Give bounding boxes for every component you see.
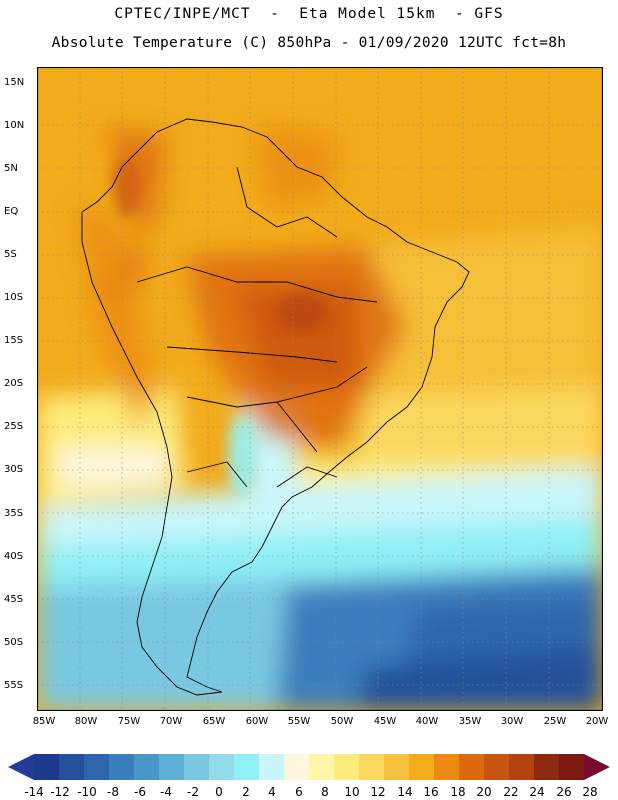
lat-label: 10N xyxy=(4,120,25,131)
colorbar-swatches xyxy=(34,754,585,780)
colorbar-label: 18 xyxy=(450,785,466,799)
colorbar-label: 24 xyxy=(529,785,545,799)
colorbar-swatch xyxy=(559,754,585,780)
field-shading xyxy=(37,127,603,711)
lon-label: 40W xyxy=(415,716,439,727)
colorbar-swatch xyxy=(484,754,510,780)
colorbar-swatch xyxy=(159,754,185,780)
lon-label: 60W xyxy=(245,716,269,727)
colorbar-label: 6 xyxy=(295,785,303,799)
lat-label: 30S xyxy=(4,464,24,475)
colorbar-label: 2 xyxy=(242,785,250,799)
colorbar-swatch xyxy=(434,754,460,780)
colorbar-label: -12 xyxy=(50,785,70,799)
lon-label: 35W xyxy=(458,716,482,727)
lon-label: 70W xyxy=(159,716,183,727)
colorbar-swatch xyxy=(284,754,310,780)
colorbar-swatch xyxy=(459,754,485,780)
colorbar-label: -10 xyxy=(77,785,97,799)
colorbar-label: -2 xyxy=(187,785,199,799)
colorbar-label: 8 xyxy=(321,785,329,799)
colorbar-graphic xyxy=(8,754,610,780)
lon-label: 50W xyxy=(330,716,354,727)
colorbar-label: 16 xyxy=(423,785,439,799)
coastlines xyxy=(81,118,470,696)
colorbar-swatch xyxy=(184,754,210,780)
lat-label: 50S xyxy=(4,637,24,648)
colorbar-swatch xyxy=(509,754,535,780)
temperature-map xyxy=(37,67,603,711)
colorbar-label: 22 xyxy=(503,785,519,799)
colorbar-swatch xyxy=(334,754,360,780)
colorbar-label: 0 xyxy=(215,785,223,799)
colorbar-label: -6 xyxy=(134,785,146,799)
colorbar-label: 10 xyxy=(344,785,360,799)
colorbar-label: 26 xyxy=(556,785,572,799)
lon-label: 25W xyxy=(543,716,567,727)
temperature-field xyxy=(37,67,603,711)
lat-label: 35S xyxy=(4,508,24,519)
colorbar-swatch xyxy=(59,754,85,780)
lon-label: 65W xyxy=(202,716,226,727)
lat-label: 25S xyxy=(4,421,24,432)
lat-label: EQ xyxy=(4,206,19,217)
colorbar-swatch xyxy=(359,754,385,780)
colorbar-label: 14 xyxy=(397,785,413,799)
colorbar-label: 12 xyxy=(370,785,386,799)
lon-label: 30W xyxy=(500,716,524,727)
lon-label: 80W xyxy=(74,716,98,727)
lon-label: 55W xyxy=(287,716,311,727)
colorbar-swatch xyxy=(109,754,135,780)
lat-label: 40S xyxy=(4,551,24,562)
colorbar-swatch xyxy=(384,754,410,780)
colorbar-swatch xyxy=(409,754,435,780)
colorbar-label: 20 xyxy=(476,785,492,799)
colorbar-swatch xyxy=(309,754,335,780)
colorbar-swatch xyxy=(259,754,285,780)
colorbar-swatch xyxy=(209,754,235,780)
colorbar-swatch xyxy=(534,754,560,780)
lon-label: 85W xyxy=(32,716,56,727)
field-detail xyxy=(113,157,327,497)
colorbar-label: 4 xyxy=(268,785,276,799)
colorbar-swatch xyxy=(134,754,160,780)
colorbar-swatch xyxy=(34,754,60,780)
lat-label: 15N xyxy=(4,77,25,88)
map-frame xyxy=(37,67,603,711)
lat-label: 45S xyxy=(4,594,24,605)
colorbar-low-arrow xyxy=(8,754,34,780)
lat-label: 5S xyxy=(4,249,17,260)
colorbar-swatch xyxy=(84,754,110,780)
colorbar xyxy=(0,752,618,782)
map-title-line-1: CPTEC/INPE/MCT - Eta Model 15km - GFS xyxy=(114,6,504,22)
colorbar-label: -4 xyxy=(160,785,172,799)
lat-label: 20S xyxy=(4,378,24,389)
map-title-line-2: Absolute Temperature (C) 850hPa - 01/09/… xyxy=(51,35,567,51)
colorbar-label: -14 xyxy=(24,785,44,799)
colorbar-label: 28 xyxy=(582,785,598,799)
lon-label: 45W xyxy=(373,716,397,727)
lon-label: 20W xyxy=(585,716,609,727)
colorbar-high-arrow xyxy=(584,754,610,780)
lat-label: 5N xyxy=(4,163,18,174)
lat-label: 55S xyxy=(4,680,24,691)
colorbar-swatch xyxy=(234,754,260,780)
colorbar-label: -8 xyxy=(107,785,119,799)
lon-label: 75W xyxy=(117,716,141,727)
lat-label: 15S xyxy=(4,335,24,346)
lat-label: 10S xyxy=(4,292,24,303)
